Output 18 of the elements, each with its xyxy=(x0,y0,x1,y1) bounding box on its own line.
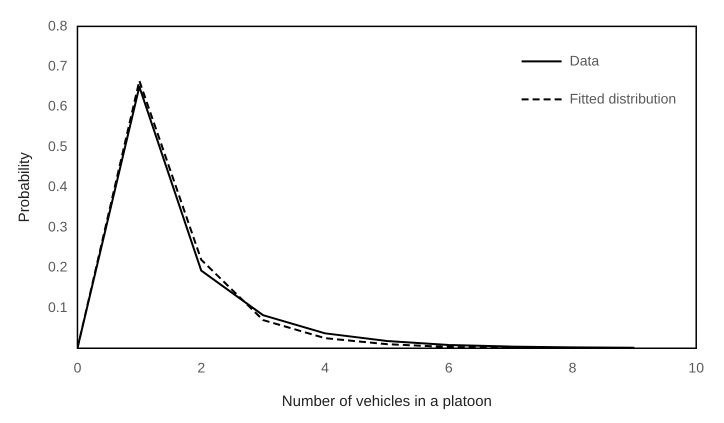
y-tick-label: 0.5 xyxy=(48,138,68,154)
y-tick-label: 0.8 xyxy=(48,17,68,34)
x-tick-label: 2 xyxy=(197,359,206,376)
y-tick-label: 0.7 xyxy=(48,57,68,74)
x-tick-label: 0 xyxy=(74,359,82,376)
x-axis-title: Number of vehicles in a platoon xyxy=(282,393,492,410)
x-tick-label: 8 xyxy=(568,359,577,376)
legend-label: Data xyxy=(570,52,600,68)
x-tick-label: 4 xyxy=(321,359,330,376)
y-tick-label: 0.6 xyxy=(48,98,68,114)
y-tick-label: 0.3 xyxy=(48,218,68,234)
x-tick-label: 10 xyxy=(688,359,704,376)
y-tick-label: 0.1 xyxy=(48,298,68,315)
x-tick-label: 6 xyxy=(444,359,453,376)
legend-label: Fitted distribution xyxy=(570,90,676,106)
y-tick-label: 0.2 xyxy=(48,258,68,275)
y-tick-label: 0.4 xyxy=(48,178,68,194)
y-axis-title: Probability xyxy=(16,152,34,222)
